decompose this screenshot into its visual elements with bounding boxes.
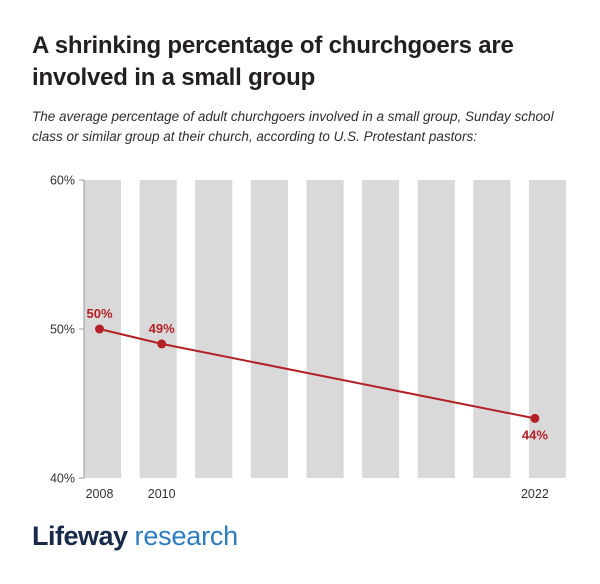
brand-logo: Lifeway research xyxy=(32,521,574,552)
chart-subtitle: The average percentage of adult churchgo… xyxy=(32,109,554,144)
background-stripe xyxy=(362,180,400,479)
y-tick-label: 40% xyxy=(50,472,75,486)
background-stripe xyxy=(139,180,177,479)
page-title: A shrinking percentage of churchgoers ar… xyxy=(32,32,514,91)
background-stripe xyxy=(417,180,455,479)
brand-secondary-wordmark: research xyxy=(134,521,239,552)
data-point xyxy=(157,339,167,349)
x-tick-label: 2010 xyxy=(148,487,176,501)
data-point xyxy=(95,324,104,334)
background-stripe xyxy=(528,180,566,479)
background-stripe xyxy=(195,180,233,479)
data-point-label: 49% xyxy=(149,321,175,336)
chart-svg: 40% 50% 60% 2008 2010 2022 50% 49% 44% xyxy=(50,174,566,501)
x-tick-label: 2008 xyxy=(86,487,114,501)
data-point-label: 44% xyxy=(522,428,548,443)
data-point xyxy=(530,414,540,424)
brand-primary-wordmark: Lifeway xyxy=(32,521,128,552)
x-tick-label: 2022 xyxy=(521,487,549,501)
background-stripe xyxy=(250,180,288,479)
data-point-label: 50% xyxy=(86,306,112,321)
chart-container: 40% 50% 60% 2008 2010 2022 50% 49% 44% xyxy=(32,170,574,511)
y-tick-label: 60% xyxy=(50,174,75,188)
background-stripe xyxy=(473,180,511,479)
background-stripe xyxy=(306,180,344,479)
y-tick-label: 50% xyxy=(50,323,75,337)
